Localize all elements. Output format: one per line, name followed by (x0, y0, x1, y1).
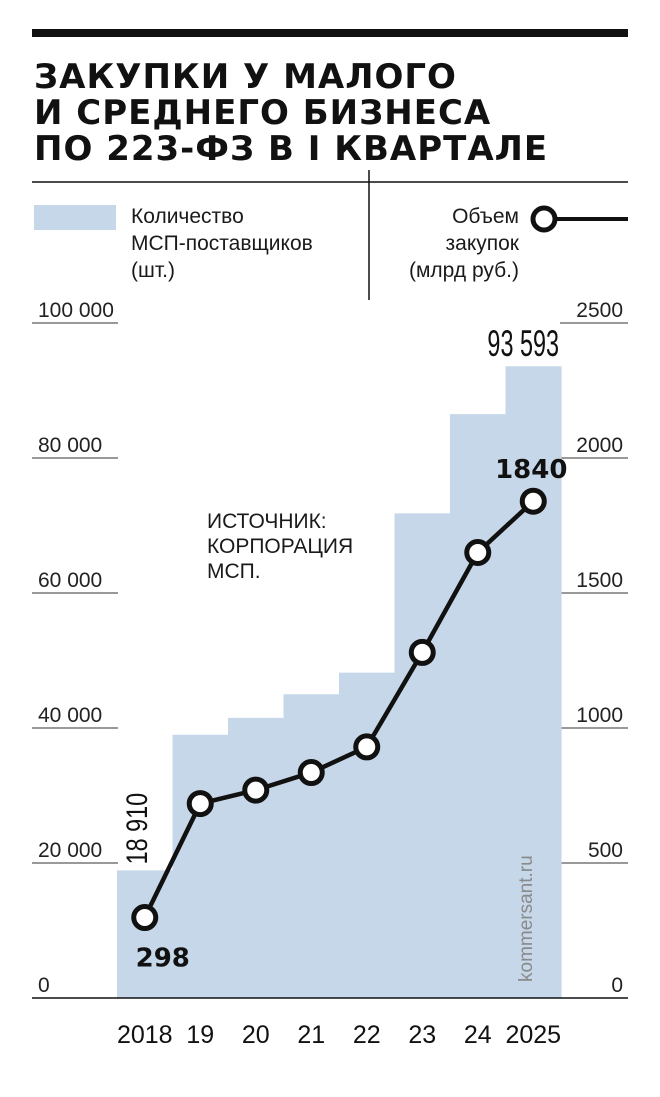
legend-bars-label-1: Количество (131, 205, 244, 228)
legend-line-label-1: Объем (452, 205, 519, 228)
legend-bars-label-3: (шт.) (131, 259, 175, 282)
right-tick-label: 500 (588, 839, 623, 862)
line-marker-2018 (131, 904, 159, 932)
line-marker-23 (408, 638, 436, 666)
label-layer: 298 1840 18 910 93 593 (120, 323, 567, 974)
line-marker-20 (242, 776, 270, 804)
right-tick-label: 2000 (576, 434, 623, 457)
bars-layer (117, 366, 562, 998)
source-line-2: КОРПОРАЦИЯ (207, 535, 353, 558)
left-tick-label: 40 000 (38, 704, 102, 727)
chart-title-line-3: ПО 223-ФЗ В I КВАРТАЛЕ (34, 129, 548, 169)
line-marker-21 (297, 759, 325, 787)
right-tick-label: 0 (611, 974, 623, 997)
x-tick-label-2018: 2018 (117, 1021, 173, 1049)
bar-19 (172, 734, 229, 998)
chart-title-line-1: ЗАКУПКИ У МАЛОГО (34, 57, 457, 97)
watermark: kommersant.ru (516, 855, 537, 982)
line-marker-19 (186, 790, 214, 818)
right-tick-label: 1500 (576, 569, 623, 592)
source-line-3: МСП. (207, 560, 261, 583)
x-tick-label-23: 23 (408, 1021, 436, 1049)
bar-2025 (505, 366, 562, 998)
x-tick-label-21: 21 (297, 1021, 325, 1049)
bar-2018 (117, 870, 174, 998)
x-tick-label-2025: 2025 (505, 1021, 561, 1049)
line-layer (131, 487, 547, 932)
left-tick-label: 20 000 (38, 839, 102, 862)
chart-title-line-2: И СРЕДНЕГО БИЗНЕСА (34, 93, 491, 133)
x-tick-label-22: 22 (353, 1021, 381, 1049)
legend-line-marker (530, 205, 558, 233)
axis-layer: 0 20 000 40 000 60 000 80 000 100 000 0 500 1000… (32, 299, 628, 1049)
left-tick-label: 60 000 (38, 569, 102, 592)
right-tick-label: 1000 (576, 704, 623, 727)
bar-24 (450, 414, 507, 998)
right-tick-label: 2500 (576, 299, 623, 322)
left-tick-label: 100 000 (38, 299, 114, 322)
legend-line-label-2: закупок (446, 232, 520, 255)
line-marker-2025 (519, 487, 547, 515)
legend-line-label-3: (млрд руб.) (409, 259, 519, 282)
bar-20 (228, 717, 285, 998)
x-tick-label-20: 20 (242, 1021, 270, 1049)
x-tick-label-19: 19 (186, 1021, 214, 1049)
x-tick-label-24: 24 (464, 1021, 492, 1049)
line-marker-22 (353, 733, 381, 761)
source-line-1: ИСТОЧНИК: (207, 510, 327, 533)
legend-bar-swatch (34, 205, 116, 230)
bar-21 (283, 694, 340, 998)
bar-23 (394, 513, 451, 998)
legend-bars-label-2: МСП-поставщиков (131, 232, 313, 255)
line-marker-24 (464, 539, 492, 566)
left-tick-label: 0 (38, 974, 50, 997)
left-tick-label: 80 000 (38, 434, 102, 457)
line-value-label-2018: 298 (136, 944, 190, 974)
bar-value-label-2018: 18 910 (120, 793, 153, 865)
bar-22 (339, 672, 396, 998)
line-value-label-2025: 1840 (495, 455, 567, 485)
bar-value-label-2025: 93 593 (487, 323, 559, 365)
